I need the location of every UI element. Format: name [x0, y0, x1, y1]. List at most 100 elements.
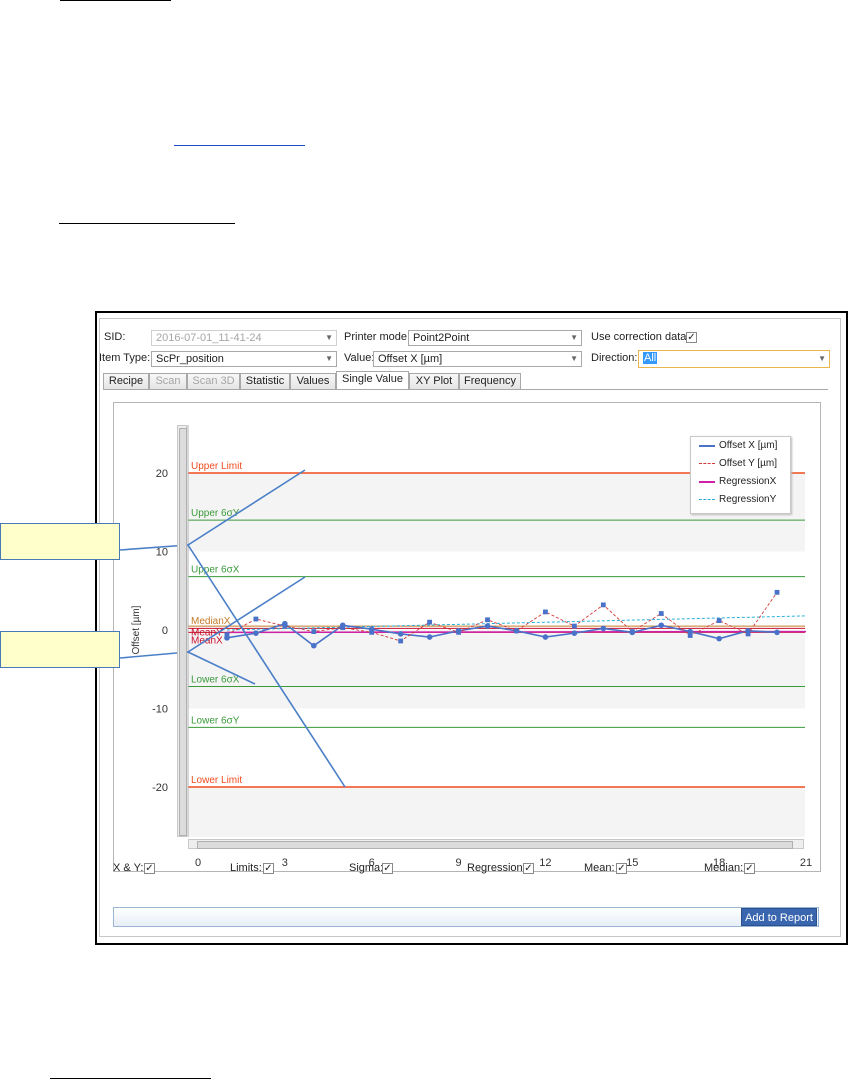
- plot-band: [188, 787, 805, 837]
- data-point: [716, 635, 722, 642]
- chart-axes: 20 10 0 -10 -20 0 3 6 9 12 15 18 21 Offset [µm]: [131, 425, 812, 869]
- annotation-pointer-line: [187, 651, 256, 685]
- legend-swatch-offset-y: [699, 463, 715, 464]
- tab-content-border: [103, 389, 828, 390]
- legend-item: Offset X [µm]: [719, 440, 778, 451]
- reference-line-label: MedianX: [191, 616, 231, 627]
- y-tick-label: -10: [152, 704, 168, 716]
- data-point: [426, 634, 433, 640]
- tab-scan-3d[interactable]: Scan 3D: [187, 373, 240, 390]
- reference-line-label: Lower 6σY: [191, 715, 240, 726]
- reference-line-label: MeanY: [191, 627, 223, 638]
- use-correction-label: Use correction data:: [591, 331, 690, 343]
- tab-scan[interactable]: Scan: [149, 373, 187, 390]
- legend-swatch-regression-x: [699, 481, 715, 483]
- limits-toggle-label: Limits:: [230, 862, 262, 874]
- x-tick-label: 12: [539, 857, 551, 869]
- annotation-lines: [119, 469, 346, 788]
- annotation-pointer-line: [119, 544, 189, 551]
- scrollbar-thumb[interactable]: [197, 841, 793, 849]
- data-point: [745, 631, 751, 637]
- annotation-pointer-line: [187, 469, 306, 546]
- reference-line-label: Upper 6σY: [191, 508, 240, 519]
- callout-box-upper: [0, 523, 120, 560]
- data-point: [456, 629, 461, 635]
- chevron-down-icon: ▼: [325, 333, 333, 342]
- limits-toggle-checkbox[interactable]: ✓: [263, 863, 274, 874]
- tab-single-value[interactable]: Single Value: [336, 371, 409, 390]
- data-point: [774, 589, 780, 595]
- data-point: [542, 634, 549, 640]
- heading-underline-3: [50, 1078, 211, 1079]
- scrollbar-thumb[interactable]: [179, 428, 187, 836]
- x-tick-label: 18: [713, 857, 725, 869]
- x-tick-label: 21: [800, 857, 812, 869]
- printer-mode-combo[interactable]: Point2Point ▼: [408, 330, 582, 346]
- value-value: Offset X [µm]: [378, 353, 443, 365]
- x-tick-label: 0: [195, 857, 201, 869]
- reference-line-label: Lower Limit: [191, 775, 242, 786]
- data-point: [485, 617, 490, 623]
- y-tick-label: 10: [156, 547, 168, 559]
- chevron-down-icon: ▼: [325, 354, 333, 363]
- data-point: [571, 623, 577, 629]
- direction-label: Direction:: [591, 352, 638, 364]
- data-point: [253, 616, 259, 622]
- data-point: [514, 628, 519, 634]
- mean-toggle-label: Mean:: [584, 862, 615, 874]
- vertical-scrollbar[interactable]: [177, 425, 187, 837]
- heading-underline-1: [60, 0, 171, 1]
- data-point: [311, 642, 317, 649]
- y-axis-title: Offset [µm]: [131, 605, 142, 654]
- tab-frequency[interactable]: Frequency: [459, 373, 521, 390]
- legend-swatch-regression-y: [699, 499, 715, 500]
- data-point: [629, 629, 635, 634]
- median-toggle-checkbox[interactable]: ✓: [744, 863, 755, 874]
- x-tick-label: 3: [282, 857, 288, 869]
- printer-mode-value: Point2Point: [413, 332, 470, 344]
- tab-xy-plot[interactable]: XY Plot: [409, 373, 459, 390]
- data-point: [282, 623, 288, 629]
- data-point: [340, 625, 346, 631]
- direction-combo[interactable]: All ▼: [638, 350, 830, 368]
- data-point: [311, 629, 317, 634]
- data-point: [253, 630, 259, 636]
- report-bar: [113, 907, 819, 927]
- annotation-pointer-line: [187, 544, 346, 788]
- annotation-pointer-line: [187, 576, 306, 653]
- chevron-down-icon: ▼: [570, 333, 578, 342]
- regression-toggle-checkbox[interactable]: ✓: [523, 863, 534, 874]
- series-line: [226, 622, 778, 647]
- horizontal-scrollbar[interactable]: [188, 839, 804, 849]
- data-point: [224, 632, 230, 638]
- tab-values[interactable]: Values: [290, 373, 336, 390]
- item-type-combo[interactable]: ScPr_position ▼: [151, 351, 337, 367]
- add-to-report-button[interactable]: Add to Report: [741, 908, 817, 926]
- data-point: [658, 611, 664, 616]
- hyperlink-underline[interactable]: [174, 145, 305, 146]
- item-type-label: Item Type:: [99, 352, 151, 364]
- value-combo[interactable]: Offset X [µm] ▼: [373, 351, 582, 367]
- data-point: [687, 628, 693, 635]
- data-point: [600, 602, 606, 608]
- direction-value: All: [643, 352, 658, 364]
- reference-line-label: Upper Limit: [191, 461, 242, 472]
- legend-item: Offset Y [µm]: [719, 458, 778, 469]
- sid-value: 2016-07-01_11-41-24: [156, 332, 262, 344]
- xy-toggle-label: X & Y:: [113, 862, 144, 874]
- legend-item: RegressionX: [719, 476, 777, 487]
- tab-recipe[interactable]: Recipe: [103, 373, 149, 390]
- legend-item: RegressionY: [719, 494, 777, 505]
- mean-toggle-checkbox[interactable]: ✓: [616, 863, 627, 874]
- regression-toggle-label: Regression:: [467, 862, 526, 874]
- annotation-pointer-line: [119, 651, 189, 659]
- series-line: [226, 592, 778, 642]
- tab-statistic[interactable]: Statistic: [240, 373, 290, 390]
- xy-toggle-checkbox[interactable]: ✓: [144, 863, 155, 874]
- reference-line-label: Upper 6σX: [191, 565, 240, 576]
- sigma-toggle-checkbox[interactable]: ✓: [382, 863, 393, 874]
- data-point: [716, 618, 722, 623]
- data-point: [398, 638, 404, 644]
- use-correction-checkbox[interactable]: ✓: [686, 332, 697, 343]
- heading-underline-2: [59, 223, 235, 224]
